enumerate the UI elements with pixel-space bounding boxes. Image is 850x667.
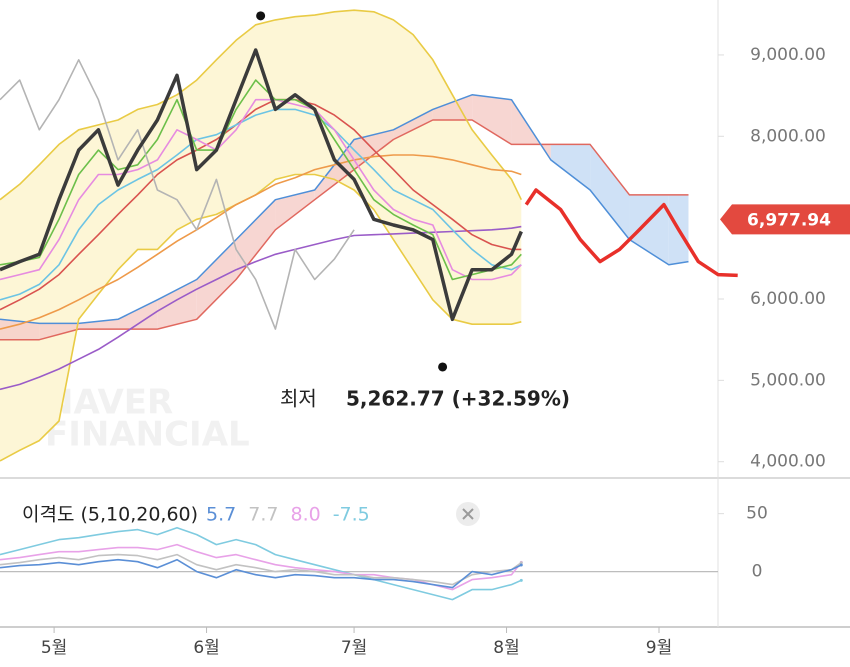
- cloud-fill: [472, 94, 512, 145]
- x-tick-label: 9월: [646, 638, 672, 658]
- high-marker: [256, 11, 266, 21]
- low-marker: [438, 362, 448, 372]
- y-tick-label: 6,000.00: [750, 289, 826, 309]
- low-value: 5,262.77 (+32.59%): [346, 387, 570, 411]
- legend-value: 8.0: [290, 504, 320, 526]
- close-button[interactable]: [456, 502, 480, 526]
- x-tick-label: 6월: [193, 638, 219, 658]
- y-tick-label: 4,000.00: [750, 452, 826, 472]
- cloud-fill: [629, 194, 669, 265]
- bollinger-lower: [0, 173, 522, 462]
- y-tick-label: 8,000.00: [750, 126, 826, 146]
- cloud-fill: [118, 299, 158, 330]
- y-tick-label: 9,000.00: [750, 45, 826, 65]
- forecast-line: [524, 188, 738, 278]
- indicator-line: [0, 553, 522, 586]
- series-line: [0, 98, 522, 281]
- watermark: NAVER: [45, 383, 173, 423]
- close-icon[interactable]: [462, 508, 474, 520]
- series-line: [0, 154, 522, 330]
- current-point: [519, 578, 523, 582]
- series-line: [0, 79, 522, 281]
- low-label: 최저: [280, 387, 317, 411]
- last-price-tag: [720, 204, 850, 235]
- indicator-line: [0, 526, 522, 601]
- indicator-line: [0, 543, 522, 591]
- y-tick-label: 50: [746, 504, 768, 524]
- x-tick-label: 8월: [493, 638, 519, 658]
- axes: 9,000.00 8,000.00 6,000.00 5,000.00 4,000.00…: [22, 45, 850, 658]
- cloud-fill: [550, 144, 591, 190]
- current-point: [519, 561, 523, 565]
- legend-value: 7.7: [248, 504, 278, 526]
- legend-value: -7.5: [333, 504, 370, 526]
- x-tick-label: 5월: [41, 638, 67, 658]
- current-point: [519, 563, 523, 567]
- overlay: 최저 5,262.77 (+32.59%): [256, 11, 738, 411]
- series-line: [0, 225, 522, 391]
- cloud-fill: [0, 319, 40, 340]
- last-price-label: 6,977.94: [747, 210, 831, 230]
- series-line: [0, 59, 355, 330]
- cloud-fill: [39, 323, 79, 340]
- y-tick-label: 0: [752, 562, 763, 582]
- cloud-fill: [157, 279, 197, 330]
- legend-value: 5.7: [206, 504, 236, 526]
- price-plot: [0, 9, 689, 462]
- series-line: [0, 98, 522, 311]
- x-tick-label: 7월: [341, 638, 367, 658]
- cloud-fill: [590, 144, 630, 240]
- cloud-span-a: [0, 94, 689, 325]
- cloud-fill: [78, 319, 119, 330]
- watermark: FINANCIAL: [45, 415, 250, 455]
- indicator-line: [0, 558, 522, 589]
- y-tick-label: 5,000.00: [750, 370, 826, 390]
- series-line: [0, 48, 523, 322]
- indicator-title: 이격도 (5,10,20,60): [22, 504, 198, 526]
- bollinger-upper: [0, 9, 523, 201]
- cloud-fill: [236, 199, 276, 280]
- cloud-fill: [393, 109, 433, 140]
- bollinger-fill: [0, 10, 522, 461]
- cloud-fill: [275, 189, 315, 230]
- indicator-plot: [0, 526, 718, 601]
- series-line: [0, 108, 522, 301]
